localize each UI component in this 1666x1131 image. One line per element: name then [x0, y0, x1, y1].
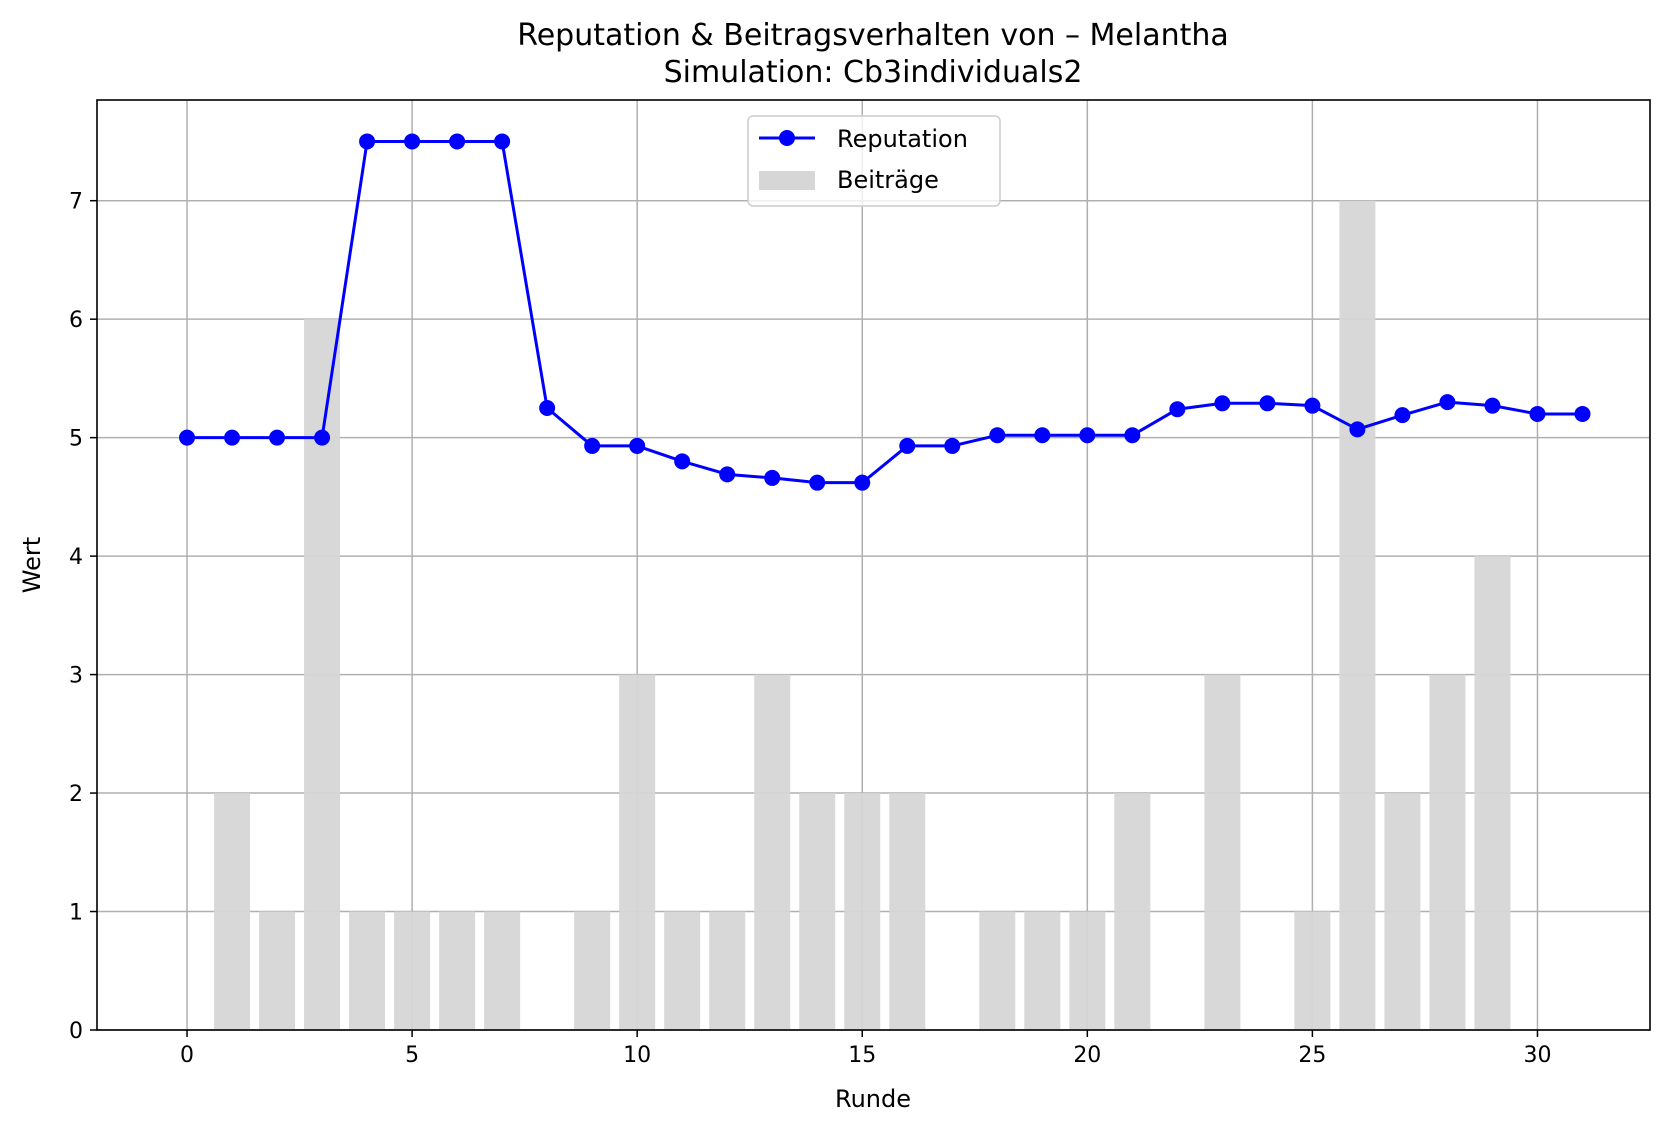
reputation-point	[1439, 394, 1456, 411]
chart-subtitle: Simulation: Cb3individuals2	[664, 55, 1083, 90]
reputation-point	[1079, 427, 1096, 444]
x-tick-label: 15	[848, 1043, 876, 1068]
beitrag-bar	[574, 911, 611, 1030]
reputation-point	[224, 429, 241, 446]
reputation-point	[359, 133, 376, 150]
beitrag-bar	[304, 319, 341, 1030]
reputation-point	[584, 437, 601, 454]
axis-ticks: 0 5 10 15 20 25 30 0 1 2 3 4 5 6 7	[69, 190, 1551, 1068]
reputation-point	[1034, 427, 1051, 444]
reputation-point	[809, 474, 826, 491]
reputation-point	[1214, 395, 1231, 412]
chart-title: Reputation & Beitragsverhalten von – Mel…	[517, 18, 1229, 53]
reputation-point	[1169, 401, 1186, 418]
legend-beitraege-label: Beiträge	[837, 166, 939, 194]
reputation-point	[854, 474, 871, 491]
beitrag-bar	[349, 911, 386, 1030]
beitrag-bar	[259, 911, 296, 1030]
y-tick-label: 6	[69, 308, 83, 333]
beitrag-bar	[664, 911, 701, 1030]
legend: Reputation Beiträge	[747, 115, 1001, 207]
reputation-point	[1484, 397, 1501, 414]
y-tick-label: 3	[69, 664, 83, 689]
beitrag-bar	[889, 793, 926, 1030]
beitrag-bar	[1069, 911, 1106, 1030]
reputation-point	[1304, 397, 1321, 414]
reputation-point	[899, 437, 916, 454]
reputation-point	[539, 400, 556, 417]
y-tick-label: 2	[69, 782, 83, 807]
y-tick-label: 5	[69, 427, 83, 452]
reputation-point	[1349, 421, 1366, 438]
reputation-point	[944, 437, 961, 454]
reputation-point	[1574, 405, 1591, 422]
reputation-point	[764, 469, 781, 486]
beitrag-bar	[1339, 200, 1376, 1031]
beitrag-bar	[619, 674, 656, 1030]
beitrag-bar	[1474, 556, 1511, 1030]
reputation-point	[269, 429, 286, 446]
beitrag-bar	[394, 911, 431, 1030]
x-tick-label: 5	[405, 1043, 419, 1068]
beitrag-bar	[979, 911, 1016, 1030]
legend-reputation-label: Reputation	[837, 125, 968, 153]
reputation-point	[629, 437, 646, 454]
reputation-point	[1259, 395, 1276, 412]
legend-reputation-marker	[779, 130, 795, 146]
x-tick-label: 25	[1298, 1043, 1326, 1068]
beitrag-bar	[1384, 793, 1421, 1030]
beitrag-bar	[214, 793, 251, 1030]
reputation-point	[1124, 427, 1141, 444]
reputation-point	[719, 466, 736, 483]
beitrag-bar	[1204, 674, 1241, 1030]
beitrag-bar	[1429, 674, 1466, 1030]
reputation-point	[314, 429, 331, 446]
beitrag-bar	[484, 911, 521, 1030]
beitrag-bar	[844, 793, 881, 1030]
beitrag-bar	[1294, 911, 1331, 1030]
beitrag-bar	[799, 793, 836, 1030]
reputation-point	[1394, 407, 1411, 424]
beitrag-bar	[1114, 793, 1151, 1030]
reputation-point	[1529, 405, 1546, 422]
beitrag-bar	[439, 911, 476, 1030]
reputation-point	[674, 453, 691, 470]
y-tick-label: 4	[69, 545, 83, 570]
beitrag-bar	[754, 674, 791, 1030]
x-axis-label: Runde	[835, 1085, 911, 1113]
x-tick-label: 30	[1523, 1043, 1551, 1068]
beitrag-bar	[709, 911, 746, 1030]
legend-beitraege-swatch	[759, 171, 815, 190]
bar-series	[214, 200, 1511, 1031]
reputation-point	[404, 133, 421, 150]
y-tick-label: 7	[69, 190, 83, 215]
reputation-point	[179, 429, 196, 446]
x-tick-label: 0	[180, 1043, 194, 1068]
y-axis-label: Wert	[18, 537, 46, 593]
reputation-point	[989, 427, 1006, 444]
x-tick-label: 20	[1073, 1043, 1101, 1068]
reputation-point	[494, 133, 511, 150]
y-tick-label: 0	[69, 1019, 83, 1044]
y-tick-label: 1	[69, 901, 83, 926]
x-tick-label: 10	[623, 1043, 651, 1068]
beitrag-bar	[1024, 911, 1061, 1030]
plot-frame	[96, 99, 1651, 1031]
reputation-point	[449, 133, 466, 150]
line-markers	[179, 133, 1591, 491]
